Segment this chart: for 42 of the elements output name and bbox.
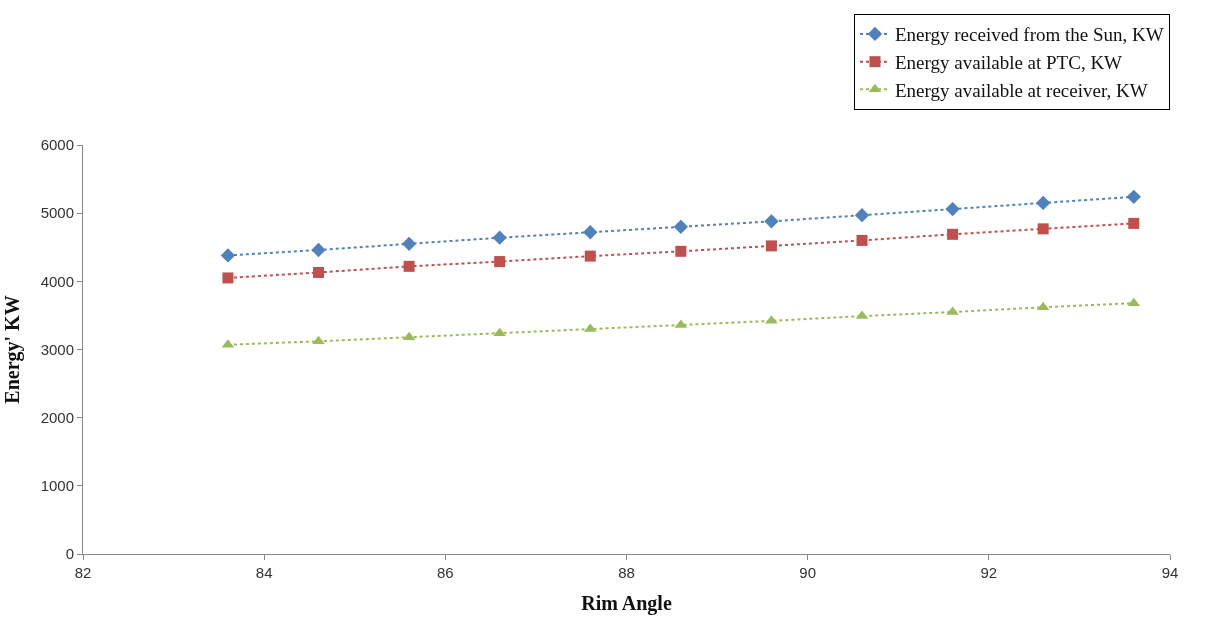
- point: [1036, 195, 1051, 211]
- x-axis-title: Rim Angle: [581, 591, 672, 615]
- point: [494, 256, 506, 268]
- point: [401, 236, 417, 251]
- point: [856, 234, 868, 246]
- x-tick-label: 88: [618, 564, 635, 581]
- y-axis-title: Energy' KW: [1, 295, 25, 404]
- legend-label: Energy available at receiver, KW: [895, 79, 1148, 101]
- legend-label: Energy received from the Sun, KW: [895, 24, 1164, 46]
- point: [583, 225, 598, 240]
- point: [1126, 189, 1141, 204]
- y-tick-label: 2000: [40, 408, 74, 426]
- point: [765, 240, 777, 252]
- point: [764, 214, 779, 229]
- point: [311, 242, 326, 258]
- point: [313, 266, 325, 278]
- x-tick-label: 94: [1161, 564, 1179, 581]
- x-tick-label: 86: [436, 564, 454, 581]
- point: [1037, 223, 1049, 235]
- point: [403, 260, 415, 272]
- y-tick-label: 1000: [40, 477, 74, 495]
- y-tick-label: 4000: [40, 272, 74, 290]
- point: [1128, 217, 1140, 229]
- y-tick-label: 5000: [40, 204, 74, 222]
- y-tick-label: 3000: [40, 340, 74, 358]
- point: [312, 335, 325, 345]
- x-tick-label: 90: [799, 564, 817, 581]
- y-tick-label: 0: [65, 545, 74, 563]
- x-tick-label: 82: [74, 564, 92, 581]
- point: [492, 230, 507, 245]
- point: [945, 201, 960, 217]
- y-tick-label: 6000: [40, 136, 74, 154]
- legend-label: Energy available at PTC, KW: [895, 52, 1123, 74]
- point: [220, 248, 236, 263]
- x-tick-label: 92: [980, 564, 998, 581]
- point: [584, 250, 596, 262]
- point: [854, 208, 870, 223]
- point: [675, 245, 687, 257]
- point: [947, 228, 959, 240]
- point: [673, 219, 688, 234]
- x-tick-label: 84: [255, 564, 273, 581]
- point: [222, 272, 234, 284]
